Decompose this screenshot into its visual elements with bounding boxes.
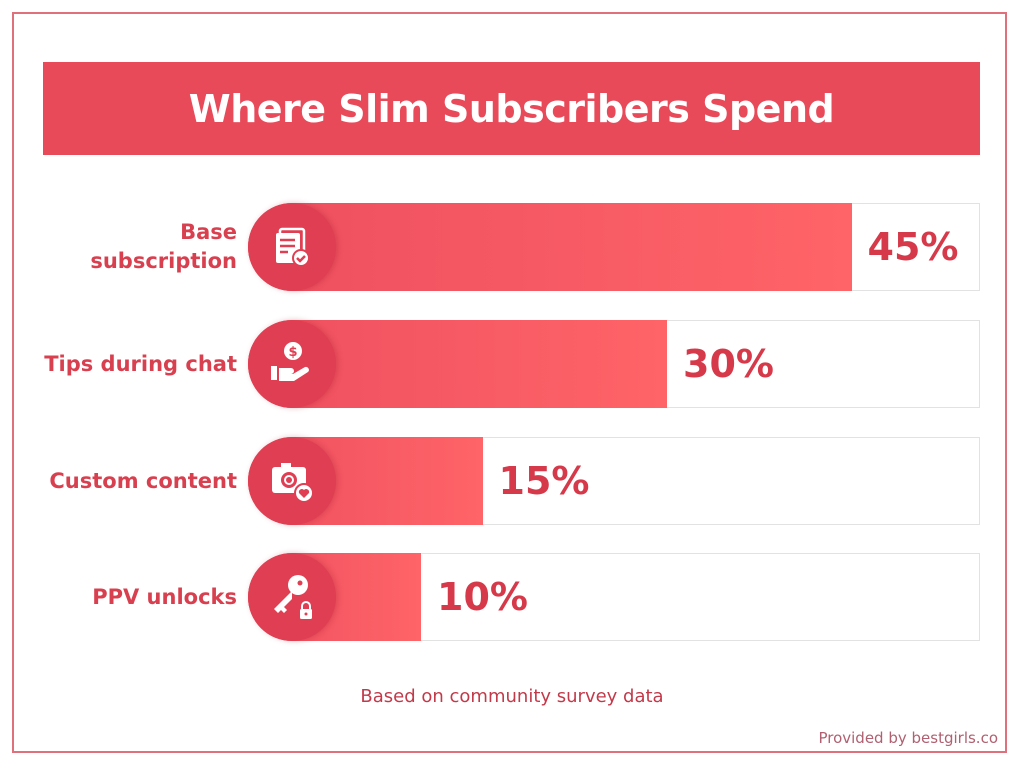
key-lock-icon: [248, 553, 336, 641]
bar-row: PPV unlocks 10%: [0, 553, 1024, 641]
bar-row: Custom content 15%: [0, 437, 1024, 525]
category-label: Base subscription: [90, 220, 237, 273]
document-check-icon: [248, 203, 336, 291]
chart-title: Where Slim Subscribers Spend: [43, 62, 980, 155]
category-label: Tips during chat: [44, 351, 237, 376]
value-label: 15%: [498, 459, 590, 503]
bar: [248, 203, 852, 291]
credit-text: Provided by bestgirls.co: [818, 729, 998, 747]
value-label: 10%: [437, 575, 528, 619]
camera-heart-icon: [248, 437, 336, 525]
category-label: PPV unlocks: [92, 584, 237, 609]
hand-coin-icon: $: [248, 320, 336, 408]
category-label: Custom content: [49, 468, 237, 493]
value-label: 45%: [867, 225, 959, 269]
chart-note: Based on community survey data: [360, 686, 664, 707]
svg-text:$: $: [288, 345, 297, 360]
bar-row: Tips during chat $ 30%: [0, 320, 1024, 408]
chart-frame: [12, 12, 1007, 753]
value-label: 30%: [683, 342, 774, 386]
bar-row: Base subscription 45%: [0, 203, 1024, 291]
